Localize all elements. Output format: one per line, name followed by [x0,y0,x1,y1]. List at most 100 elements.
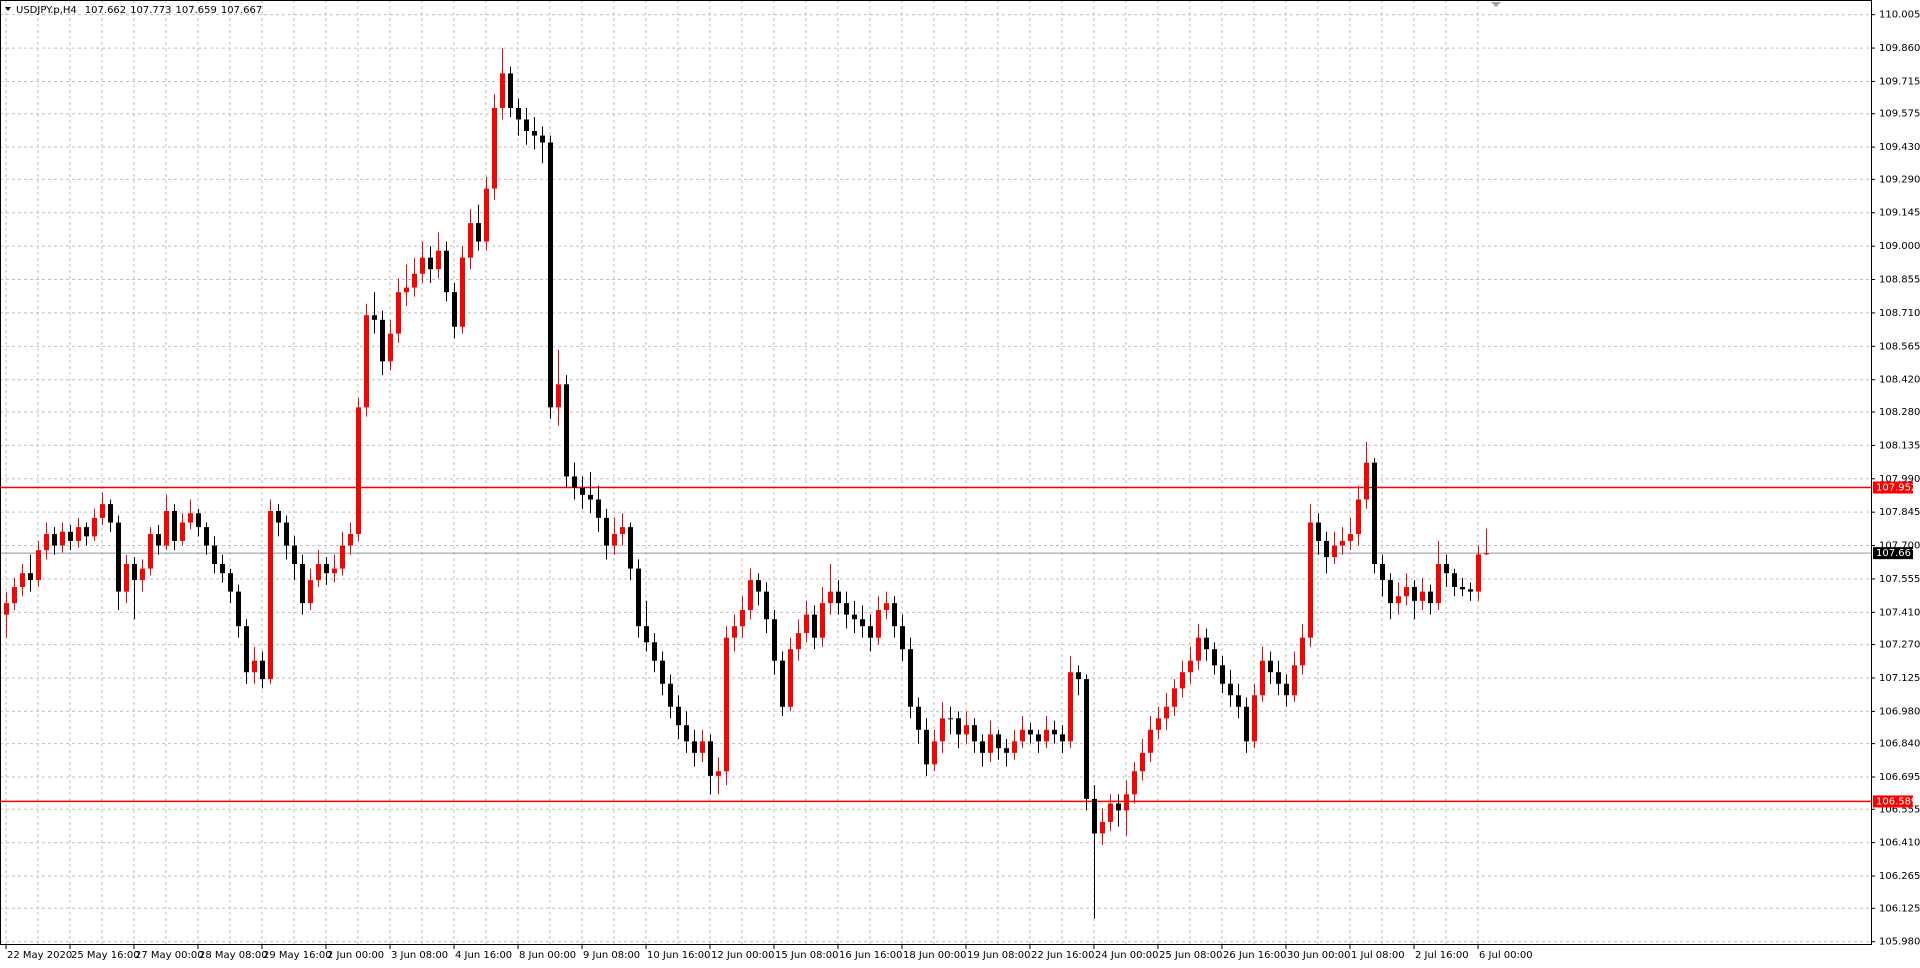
candle-body [1164,706,1169,719]
candle-body [276,511,281,523]
candle-body [652,642,657,661]
candle-body [1172,688,1177,707]
candle-body [884,603,889,611]
y-tick-label: 107.125 [1879,673,1920,684]
high-value: 107.773 [130,5,171,16]
shift-marker[interactable] [1491,2,1501,7]
candle-body [532,130,537,136]
candle-body [220,563,225,574]
candle-body [1292,665,1297,696]
candle-body [92,517,97,537]
menu-arrow[interactable] [5,7,11,11]
candle-body [972,725,977,742]
x-tick-label: 10 Jun 16:00 [647,950,711,961]
x-tick-label: 29 May 16:00 [263,950,332,961]
candle-body [284,522,289,546]
y-tick-label: 106.410 [1879,838,1920,849]
candle-body [1484,553,1489,555]
x-tick-label: 22 May 2020 [7,950,72,961]
candle-body [772,619,777,661]
candle-body [1116,803,1121,811]
candles [4,48,1489,919]
candle-body [36,550,41,581]
candle-body [228,573,233,592]
candle-body [1268,660,1273,673]
candle-body [268,511,273,680]
candle-body [1236,695,1241,707]
candle-body [1220,665,1225,684]
candle-body [1204,637,1209,650]
candle-body [12,587,17,604]
candle-body [4,603,9,615]
candle-body [180,522,185,541]
candle-body [988,734,993,753]
y-tick-label: 108.855 [1879,275,1920,286]
candle-body [444,250,449,293]
y-tick-label: 106.555 [1879,804,1920,815]
candle-body [1412,587,1417,601]
candle-body [924,729,929,765]
candle-body [372,315,377,320]
candle-body [1340,540,1345,546]
candle-body [1428,591,1433,604]
x-tick-label: 18 Jun 00:00 [903,950,967,961]
candle-body [1012,741,1017,753]
candle-body [1108,803,1113,822]
candle-body [756,580,761,592]
candle-body [900,626,905,650]
y-tick-label: 107.700 [1879,541,1920,552]
x-tick-label: 16 Jun 16:00 [839,950,903,961]
candle-body [852,614,857,620]
candle-body [844,603,849,615]
candle-body [812,614,817,638]
y-tick-label: 109.430 [1879,142,1920,153]
candle-body [1132,771,1137,795]
candle-body [364,315,369,408]
y-tick-label: 108.710 [1879,308,1920,319]
candle-body [324,563,329,574]
candle-body [748,580,753,611]
candle-body [1300,637,1305,666]
candle-body [804,614,809,634]
candle-body [1332,545,1337,558]
x-tick-label: 22 Jun 16:00 [1031,950,1095,961]
candle-body [556,384,561,408]
candle-body [692,741,697,753]
y-tick-label: 109.290 [1879,174,1920,185]
candle-body [1372,462,1377,564]
price-label: 107.667 [1876,548,1917,559]
candle-body [1020,729,1025,742]
candle-body [940,718,945,742]
candle-body [708,741,713,776]
candle-body [236,591,241,627]
candle-body [876,610,881,638]
x-tick-label: 8 Jun 00:00 [519,950,576,961]
y-tick-label: 109.000 [1879,241,1920,252]
candle-body [1076,672,1081,680]
candle-body [212,545,217,564]
candle-body [124,563,129,592]
candle-body [948,718,953,720]
candle-body [1324,540,1329,558]
candle-body [516,107,521,120]
x-tick-label: 15 Jun 08:00 [775,950,839,961]
y-tick-label: 106.980 [1879,706,1920,717]
candle-body [956,718,961,735]
candle-body [716,771,721,776]
candle-body [1380,563,1385,581]
x-tick-label: 6 Jul 00:00 [1479,950,1533,961]
candle-body [788,649,793,707]
candle-body [52,534,57,546]
candle-body [604,517,609,546]
candle-body [316,563,321,581]
candle-body [1156,718,1161,730]
candle-body [916,706,921,730]
x-tick-label: 25 Jun 08:00 [1159,950,1223,961]
candle-body [612,534,617,546]
candle-body [860,619,865,627]
candle-body [996,734,1001,749]
candle-body [1228,683,1233,696]
candle-body [1100,821,1105,834]
price-label: 107.952 [1876,483,1917,494]
x-tick-label: 1 Jul 08:00 [1351,950,1405,961]
